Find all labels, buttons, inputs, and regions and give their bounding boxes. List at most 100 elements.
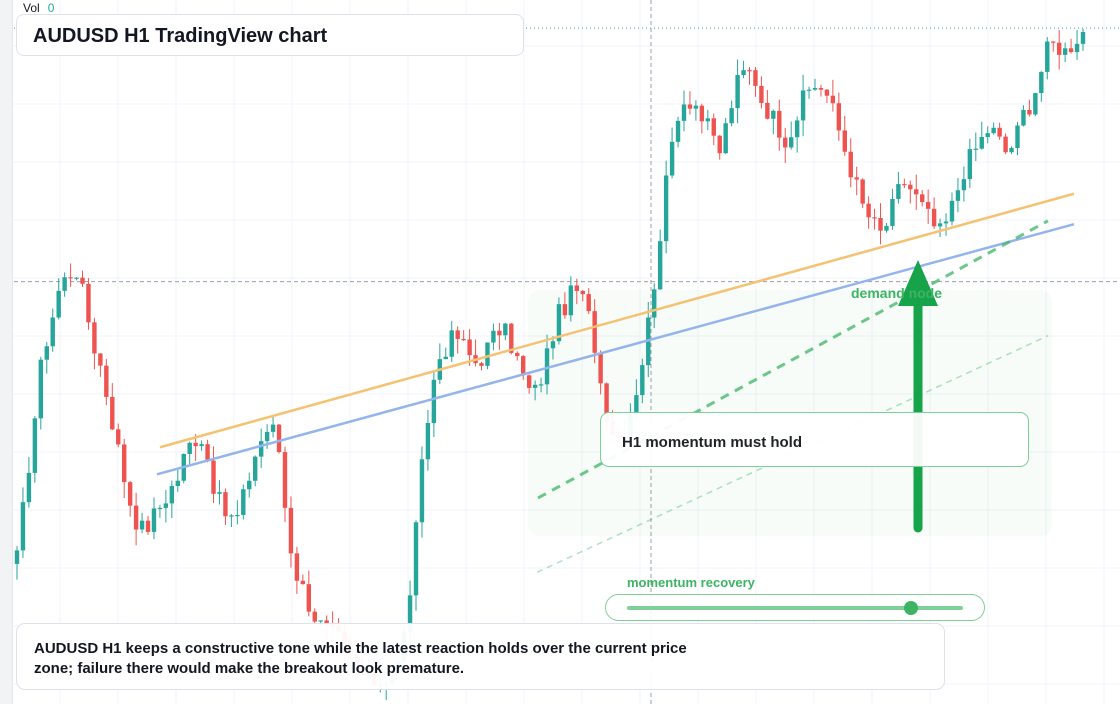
candle (163, 503, 169, 508)
candle (229, 515, 234, 517)
candle (812, 87, 818, 90)
candle (258, 441, 264, 457)
candle (288, 507, 294, 554)
momentum-thumb[interactable] (903, 601, 918, 615)
candle (1074, 43, 1080, 53)
candle (931, 208, 937, 227)
candle (92, 322, 97, 354)
candle (836, 103, 842, 131)
candle (104, 365, 109, 397)
candle (521, 356, 526, 376)
candle (908, 184, 913, 190)
candle (580, 290, 585, 295)
caption-card: AUDUSD H1 keeps a constructive tone whil… (16, 623, 945, 690)
candle (592, 311, 597, 353)
candle (80, 277, 85, 284)
candle (479, 363, 484, 366)
candle (735, 75, 740, 109)
candle (491, 330, 496, 343)
candle (306, 584, 312, 612)
candle (1027, 109, 1032, 115)
candle (675, 120, 681, 142)
candle (568, 285, 574, 316)
candle (663, 175, 669, 242)
candle (38, 359, 44, 419)
candle (961, 179, 967, 191)
candle (902, 184, 907, 186)
candle (282, 452, 288, 508)
candle (550, 341, 556, 349)
candle (419, 459, 425, 523)
candle (235, 514, 240, 517)
candle (800, 90, 806, 121)
candle (699, 105, 705, 122)
candle (151, 508, 157, 532)
candle (121, 444, 127, 483)
candle (324, 620, 329, 624)
candle (687, 104, 693, 109)
candle (669, 141, 675, 176)
candle (443, 356, 448, 360)
candle (824, 89, 830, 96)
candle (652, 289, 657, 318)
candle (515, 352, 520, 357)
candle (741, 70, 746, 76)
candle (62, 277, 67, 291)
candle (1056, 42, 1062, 55)
candle (878, 217, 883, 231)
candle (532, 384, 538, 388)
candle (1062, 48, 1068, 55)
candle (1051, 41, 1056, 43)
candle (20, 502, 26, 551)
candle (1039, 71, 1044, 94)
candle (425, 422, 431, 460)
candle (318, 620, 323, 622)
candle (729, 108, 734, 124)
candle (1015, 125, 1020, 149)
candle (312, 611, 317, 622)
candle (300, 580, 306, 585)
candle (538, 384, 544, 386)
candle (187, 442, 192, 454)
blue-trendline (156, 222, 1075, 476)
candle (949, 200, 955, 222)
candle (407, 595, 413, 633)
candle (98, 353, 103, 366)
momentum-label: momentum recovery (627, 575, 755, 590)
candle (1068, 48, 1074, 53)
candle (991, 127, 996, 134)
candle (74, 277, 79, 279)
candle (110, 396, 115, 430)
candle (1009, 148, 1014, 153)
candle (556, 304, 562, 342)
candle (920, 194, 925, 203)
volume-legend: Vol 0 (23, 1, 54, 15)
callout-text: H1 momentum must hold (622, 434, 803, 451)
candle (127, 482, 133, 506)
candle (175, 480, 180, 486)
candle (199, 444, 204, 447)
candle (145, 520, 151, 532)
candle (1003, 136, 1008, 153)
candle (890, 198, 895, 226)
candle (896, 184, 901, 199)
candle (973, 148, 979, 150)
candle (854, 177, 859, 180)
candle (866, 203, 871, 218)
candle (253, 456, 258, 481)
candle (1033, 93, 1038, 115)
candle (526, 375, 532, 388)
candle (925, 202, 931, 209)
candle (806, 89, 812, 91)
candle (955, 190, 961, 201)
candle (759, 85, 764, 103)
candle (753, 70, 758, 86)
candle (32, 418, 38, 473)
candle (681, 104, 687, 121)
candle (830, 95, 836, 104)
candle (1021, 109, 1026, 126)
candle (461, 338, 466, 341)
price-scale-strip (0, 0, 13, 704)
candle (509, 323, 514, 353)
momentum-slider[interactable] (605, 594, 985, 621)
